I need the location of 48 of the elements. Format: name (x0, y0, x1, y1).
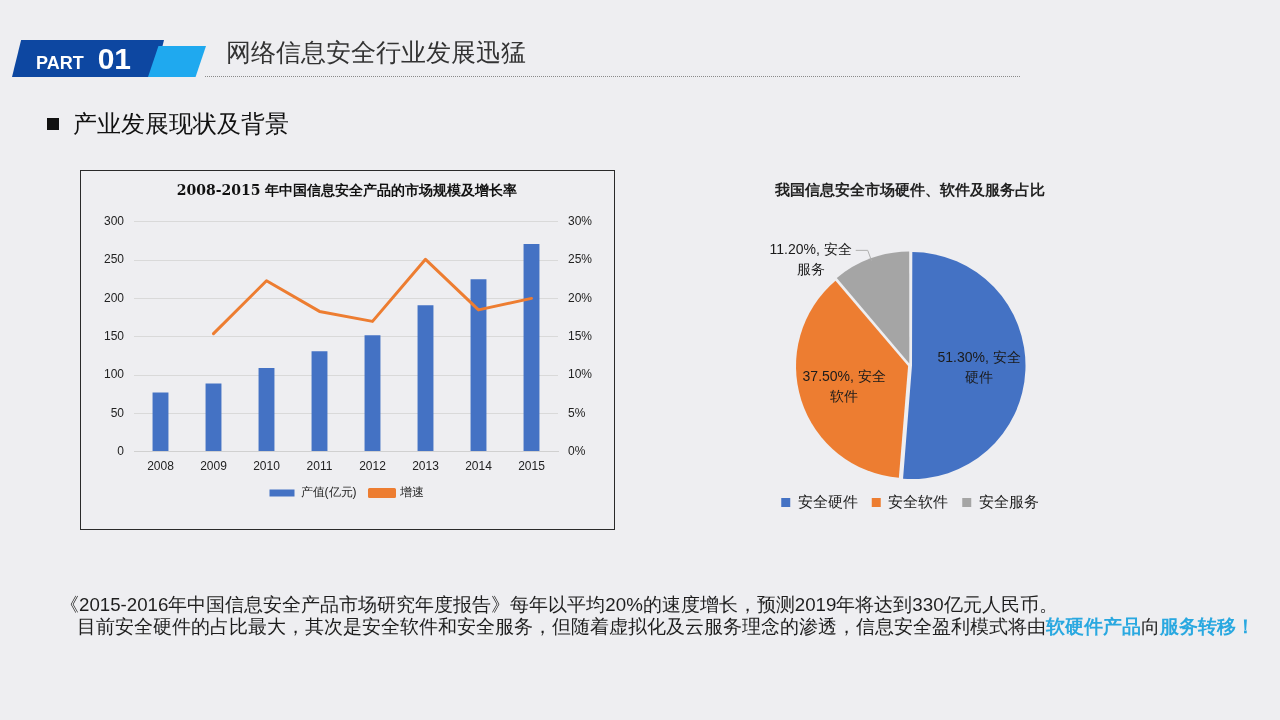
data-label: 11.20%, 安全服务 (769, 241, 852, 278)
legend-label: 安全服务 (978, 492, 1039, 510)
text: 软硬件产品 (1046, 616, 1141, 637)
y2-tick-label: 15% (568, 329, 593, 344)
y2-tick-label: 25% (568, 252, 593, 267)
data-label: 37.50%, 安全软件 (802, 367, 886, 404)
y-tick-label: 50 (110, 405, 125, 420)
bar (311, 351, 328, 452)
bar (258, 368, 275, 452)
y2-tick-label: 20% (568, 290, 593, 305)
x-tick-label: 2008 (147, 459, 175, 474)
text: 产业发展现状及背景 (73, 109, 289, 139)
text: 《2015-2016年中国信息安全产品市场研究年度报告》每年以平均20%的速度增长，预测2019年将达到330亿元人民币。 (60, 594, 1058, 616)
x-tick-label: 2012 (359, 459, 387, 474)
y-tick-label: 100 (103, 367, 125, 382)
legend-label: 安全硬件 (797, 492, 858, 510)
x-tick-label: 2013 (412, 459, 440, 474)
x-tick-label: 2015 (518, 459, 546, 474)
text: 服务转移！ (1160, 616, 1255, 637)
x-tick-label: 2011 (306, 459, 333, 474)
bar (523, 244, 540, 452)
x-tick-label: 2014 (465, 459, 493, 474)
y2-tick-label: 5% (568, 405, 586, 420)
text: 向 (1141, 616, 1160, 637)
x-tick-label: 2010 (253, 459, 281, 474)
y2-tick-label: 0% (568, 443, 586, 458)
chart-title: 2008-2015 年中国信息安全产品的市场规模及增长率 (176, 182, 518, 199)
legend-label: 安全软件 (888, 492, 949, 510)
legend-label: 产值(亿元) (300, 485, 357, 500)
y-tick-label: 0 (117, 443, 125, 458)
y-tick-label: 200 (103, 290, 125, 305)
y2-tick-label: 30% (568, 214, 593, 229)
y-tick-label: 300 (103, 214, 125, 229)
y-tick-label: 150 (103, 329, 125, 344)
data-label: 51.30%, 安全硬件 (937, 349, 1021, 386)
text: 网络信息安全行业发展迅猛 (226, 37, 526, 68)
bar (417, 305, 434, 452)
bar (470, 279, 487, 452)
text: 目前安全硬件的占比最大，其次是安全软件和安全服务，但随着虚拟化及云服务理念的渗透，信息安全盈利模式将由 (77, 616, 1046, 637)
bar (152, 392, 169, 452)
text: PART 01 (36, 42, 132, 75)
y-tick-label: 250 (103, 252, 125, 267)
chart-title: 我国信息安全市场硬件、软件及服务占比 (774, 181, 1045, 199)
bar (205, 383, 222, 452)
y2-tick-label: 10% (568, 367, 593, 382)
x-tick-label: 2009 (200, 459, 228, 474)
bar (364, 335, 381, 452)
legend-label: 增速 (399, 485, 425, 500)
